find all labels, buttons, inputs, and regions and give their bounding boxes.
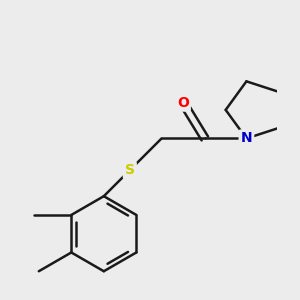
Text: N: N (241, 131, 252, 146)
Text: O: O (177, 96, 189, 110)
Text: S: S (125, 163, 135, 177)
